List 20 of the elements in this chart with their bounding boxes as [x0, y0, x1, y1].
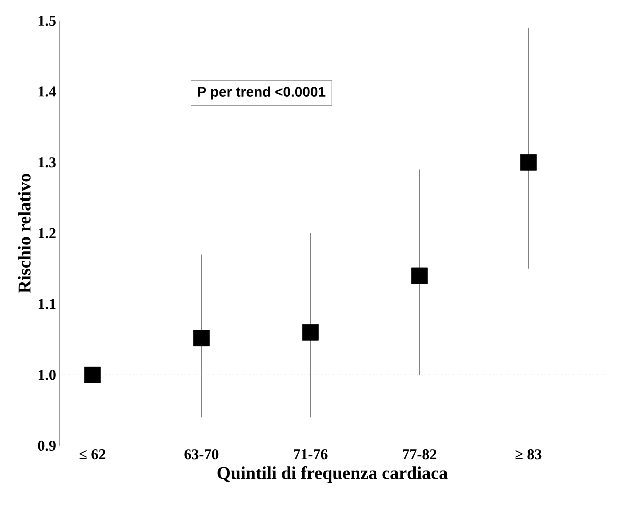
y-tick-label: 0.9 [38, 440, 56, 452]
point [194, 330, 210, 347]
y-tick-label: 1.5 [38, 16, 56, 26]
y-axis-title: Rischio relativo [18, 174, 31, 294]
point [412, 268, 428, 284]
x-tick-label: ≥ 83 [516, 450, 542, 460]
annotation: P per trend <0.0001 [198, 86, 326, 100]
point [302, 324, 319, 341]
x-tick-label: 77-82 [403, 450, 437, 460]
y-tick-label: 1.4 [38, 86, 56, 97]
y-tick-label: 1.0 [38, 370, 56, 380]
y-tick-label: 1.2 [38, 228, 56, 239]
x-axis-title: Quintili di frequenza cardiaca [218, 466, 448, 484]
y-tick-label: 1.1 [38, 299, 56, 310]
point [84, 366, 101, 384]
y-tick-label: 1.3 [38, 158, 56, 168]
x-tick-label: ≤ 62 [80, 450, 106, 460]
point [520, 154, 537, 171]
x-tick-label: 63-70 [184, 450, 219, 460]
x-tick-label: 71-76 [294, 450, 328, 460]
